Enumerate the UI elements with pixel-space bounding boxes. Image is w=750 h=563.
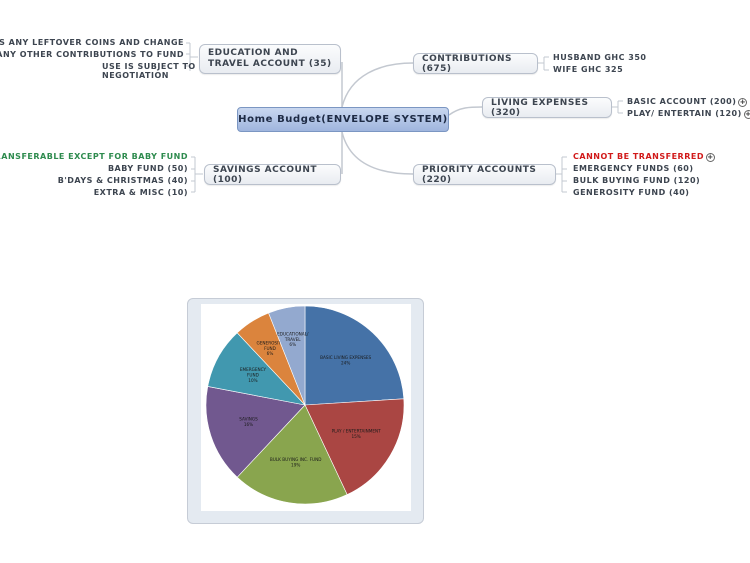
pie-label-6: EDUCATIONAL/TRAVEL 6% [277,331,309,347]
note-living-basic-label: BASIC ACCOUNT (200) [627,97,737,106]
branch-savings-account[interactable]: SAVINGS ACCOUNT (100) [204,164,341,185]
branch-priority-label: PRIORITY ACCOUNTS (220) [422,164,537,185]
branch-living-label: LIVING EXPENSES (320) [491,97,589,118]
note-priority-cannot-transfer-label: CANNOT BE TRANSFERRED [573,152,704,161]
chart-area: BASIC LIVING EXPENSES 24% PLAY / ENTERTAIN… [201,304,411,511]
expand-plus-icon[interactable]: + [743,110,750,119]
pie-slice-0[interactable] [304,305,405,406]
branch-savings-label: SAVINGS ACCOUNT (100) [213,164,317,185]
note-savings-transferable: TRANSFERABLE EXCEPT FOR BABY FUND [0,152,188,161]
note-contrib-wife: WIFE GHC 325 [553,65,624,74]
note-priority-bulk: BULK BUYING FUND (120) [573,176,701,185]
note-education-2: ANY OTHER CONTRIBUTIONS TO FUND [0,50,184,59]
pie-label-0: BASIC LIVING EXPENSES 24% [320,355,371,365]
note-contrib-husband: HUSBAND GHC 350 [553,53,647,62]
branch-living-expenses[interactable]: LIVING EXPENSES (320) [482,97,612,118]
pie-label-1: PLAY / ENTERTAINMENT 15% [332,429,382,439]
note-priority-generosity: GENEROSITY FUND (40) [573,188,690,197]
note-living-play-label: PLAY/ ENTERTAIN (120) [627,109,742,118]
branch-contributions-label: CONTRIBUTIONS (675) [422,53,513,74]
branch-education-travel[interactable]: EDUCATION AND TRAVEL ACCOUNT (35) [199,44,341,74]
note-education-1: PLUS ANY LEFTOVER COINS AND CHANGE [0,38,184,47]
note-savings-bdays: B'DAYS & CHRISTMAS (40) [57,176,188,185]
note-education-3: USE IS SUBJECT TO [102,62,196,71]
pie-slice-3[interactable] [205,386,306,478]
expand-plus-icon[interactable]: + [738,98,748,107]
pie-label-2: BULK BUYING INC. FUND 19% [270,457,322,467]
note-living-play[interactable]: PLAY/ ENTERTAIN (120) + [627,109,750,119]
branch-priority-accounts[interactable]: PRIORITY ACCOUNTS (220) [413,164,556,185]
pie-slice-6[interactable] [268,305,306,406]
pie-slice-2[interactable] [236,404,348,505]
pie-label-3: SAVINGS 16% [239,417,258,427]
budget-pie-chart: BASIC LIVING EXPENSES 24% PLAY / ENTERTAIN… [205,305,405,505]
note-savings-baby-fund: BABY FUND (50) [107,164,188,173]
pie-slice-1[interactable] [304,398,405,495]
note-savings-extra: EXTRA & MISC (10) [93,188,188,197]
pie-label-5: GENEROSITY FUND 6% [257,340,284,356]
note-priority-emergency: EMERGENCY FUNDS (60) [573,164,694,173]
pie-label-4: EMERGENCY FUND 10% [240,367,267,383]
note-priority-cannot-transfer[interactable]: CANNOT BE TRANSFERRED + [573,152,715,162]
note-education-4: NEGOTIATION [102,71,169,80]
expand-plus-icon[interactable]: + [705,153,715,162]
note-living-basic[interactable]: BASIC ACCOUNT (200) + [627,97,748,107]
central-topic[interactable]: Home Budget(ENVELOPE SYSTEM) [237,107,449,132]
branch-education-label: EDUCATION AND TRAVEL ACCOUNT (35) [208,48,332,69]
branch-contributions[interactable]: CONTRIBUTIONS (675) [413,53,538,74]
